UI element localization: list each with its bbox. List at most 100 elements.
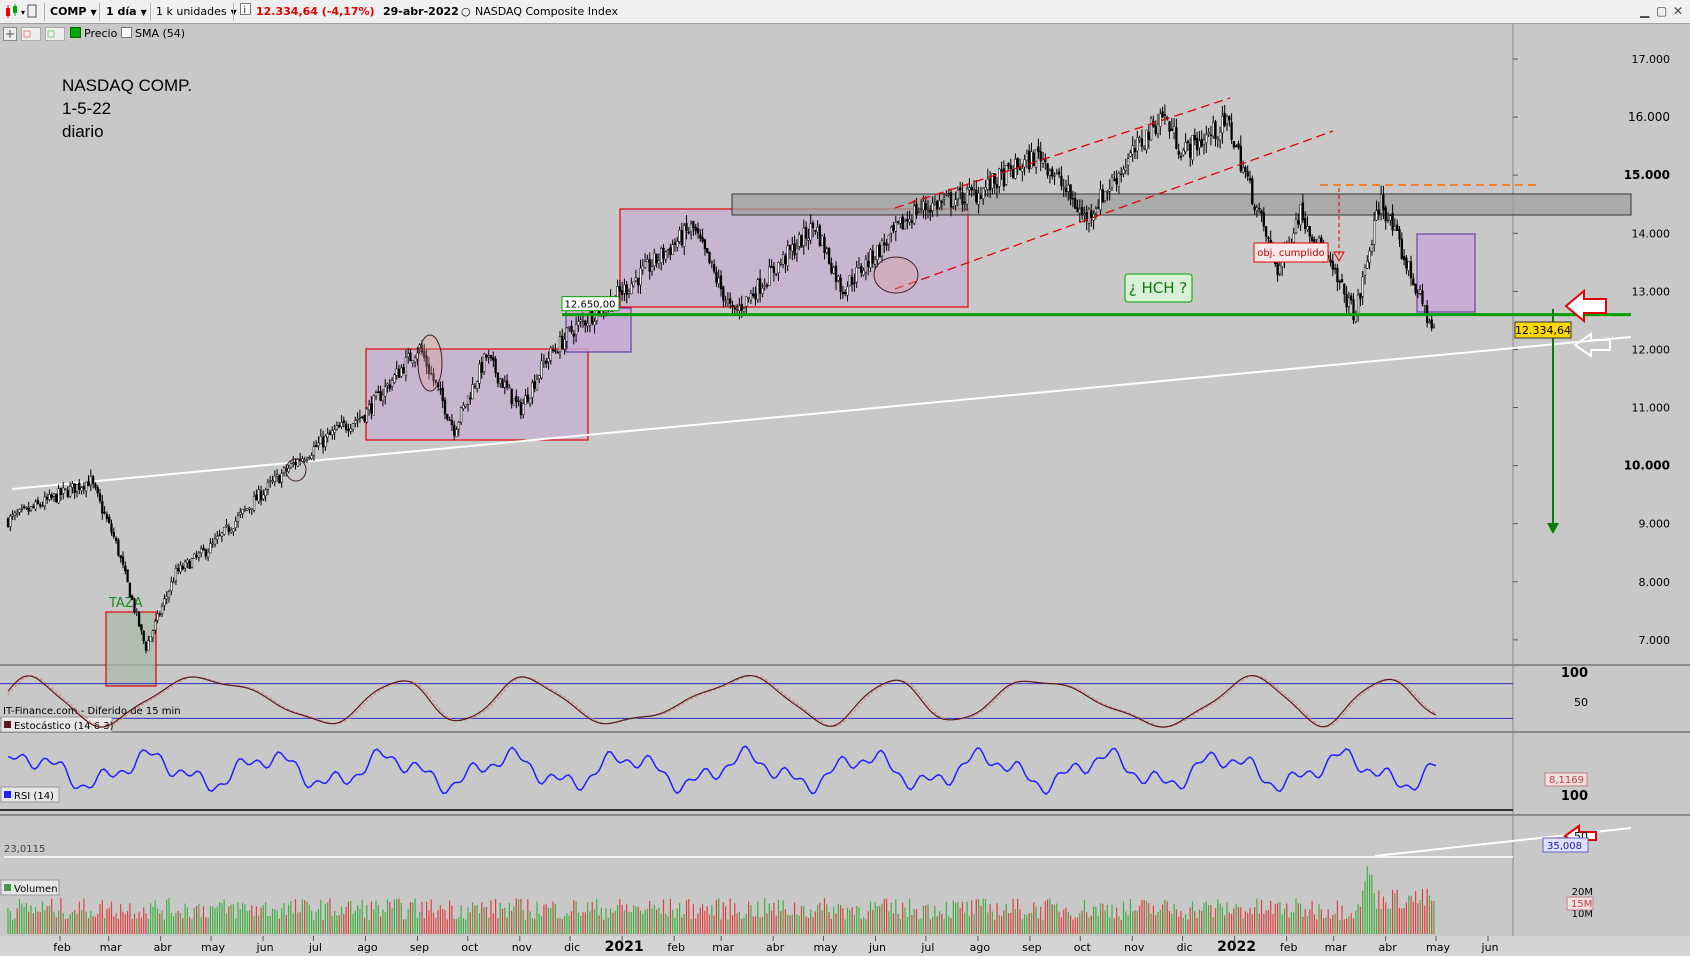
volume-bar (853, 915, 855, 934)
x-tick-label: 2022 (1217, 939, 1256, 955)
volume-bar (1097, 916, 1099, 934)
candle-body (1255, 207, 1259, 212)
volume-bar (849, 909, 851, 934)
source-label: IT-Finance.com - Diferido de 15 min (3, 706, 181, 717)
volume-bar (396, 898, 398, 934)
volume-bar (444, 910, 446, 934)
rsi-title-box (0, 786, 60, 803)
x-tick-label: ago (970, 941, 991, 954)
candle-body (1382, 194, 1385, 211)
interval-select[interactable]: 1 día ▼ (106, 5, 147, 18)
price-toggle[interactable]: Precio (70, 24, 117, 44)
candle-body (1023, 159, 1026, 168)
volume-bar (644, 909, 646, 934)
volume-bar (407, 909, 409, 934)
volume-bar (419, 911, 421, 934)
volume-bar (1323, 917, 1325, 934)
volume-bar (564, 915, 566, 934)
candle-body (841, 291, 845, 295)
candle-body (883, 242, 886, 246)
candle-body (186, 559, 189, 563)
candle-body (48, 493, 51, 501)
volume-bar (1162, 904, 1164, 934)
volume-bar (138, 911, 140, 934)
volume-bar (819, 902, 821, 934)
volume-tick-label: 20M (1572, 887, 1593, 898)
volume-bar (596, 898, 598, 934)
candle-body (183, 561, 187, 569)
candle-body (503, 381, 506, 388)
volume-bar (481, 902, 483, 934)
y-tick-label: 11.000 (1632, 402, 1671, 415)
candle-body (154, 621, 157, 631)
candle-body (1030, 151, 1033, 169)
volume-bar (828, 912, 830, 934)
volume-bar (1191, 901, 1194, 934)
sma-checkbox-icon[interactable] (121, 27, 132, 38)
maximize-icon[interactable]: ▢ (1656, 4, 1668, 18)
volume-bar (633, 905, 635, 934)
candle-body (823, 237, 826, 254)
close-icon[interactable]: ✕ (1673, 4, 1684, 18)
price-checkbox-icon[interactable] (70, 27, 81, 38)
sma-toggle[interactable]: SMA (54) (121, 24, 185, 44)
x-tick-label: abr (154, 941, 173, 954)
candle-body (1352, 299, 1355, 321)
candle-body (282, 467, 286, 473)
candle-body (384, 386, 387, 397)
candle-body (1154, 125, 1157, 134)
candle-body (802, 227, 805, 246)
volume-bar (534, 918, 536, 934)
candle-body (535, 378, 539, 391)
volume-bar (288, 904, 290, 934)
symbol-select[interactable]: COMP ▼ (50, 5, 97, 18)
volume-bar (490, 900, 492, 934)
volume-bar (338, 915, 340, 934)
volume-bar (101, 900, 103, 934)
quote-value: 12.334,64 (-4,17%) (256, 5, 375, 18)
chart-type-icon[interactable]: ▾ (4, 3, 38, 21)
candle-body (1034, 148, 1038, 168)
candle-body (563, 338, 566, 350)
candle-body (1244, 166, 1247, 173)
volume-bar (623, 910, 625, 934)
volume-bar (350, 900, 352, 934)
volume-bar (796, 914, 798, 934)
info-icon[interactable]: i (240, 3, 251, 21)
candle-body (844, 291, 847, 295)
volume-bar (1373, 892, 1375, 934)
candle-body (1301, 202, 1305, 221)
candle-body (1225, 115, 1229, 124)
volume-bar (945, 901, 947, 934)
candle-body (163, 598, 166, 606)
units-select[interactable]: 1 k unidades▼ (156, 5, 237, 18)
volume-bar (1217, 899, 1219, 934)
crosshair-icon[interactable] (3, 27, 65, 48)
volume-bar (366, 904, 368, 934)
volume-bar (545, 904, 547, 934)
volume-bar (1235, 904, 1237, 934)
volume-bar (943, 919, 945, 934)
candle-body (453, 424, 456, 436)
pane-separator (0, 731, 1690, 733)
volume-tick-label: 10M (1572, 909, 1593, 920)
volume-bar (692, 904, 694, 934)
volume-bar (1332, 914, 1334, 934)
candle-body (1048, 170, 1052, 176)
stoch-value-box (1544, 772, 1588, 787)
candle-body (685, 223, 688, 231)
volume-bar (1297, 903, 1299, 934)
volume-bar (147, 918, 149, 934)
candle-body (784, 255, 787, 265)
volume-bar (21, 903, 23, 934)
consolidation-box (365, 348, 589, 441)
compare-icon[interactable]: ○ (461, 5, 471, 18)
minimize-icon[interactable]: ▁ (1640, 4, 1650, 18)
red-arrow-icon (1564, 288, 1607, 324)
candle-body (358, 417, 362, 419)
candle-body (179, 564, 182, 572)
candle-body (114, 537, 118, 541)
volume-bar (1072, 919, 1074, 934)
candle-body (496, 372, 500, 384)
